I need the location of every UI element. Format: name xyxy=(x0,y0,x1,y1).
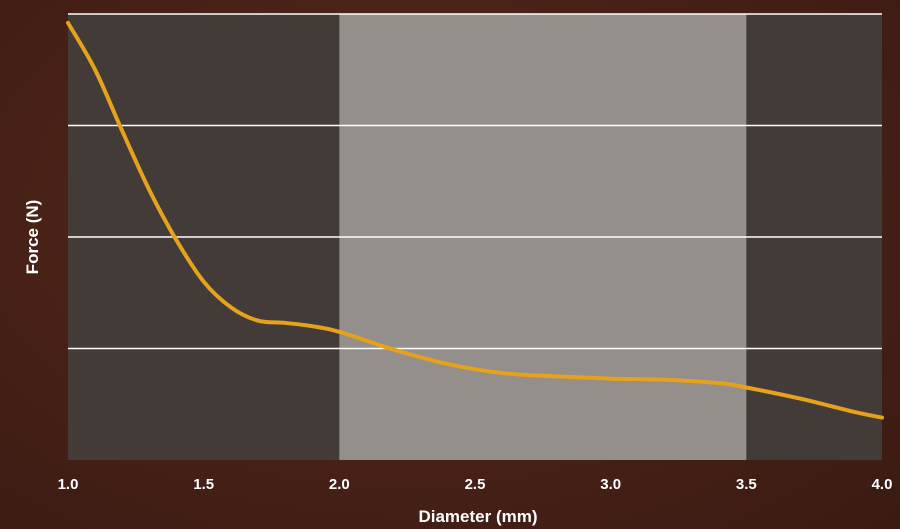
series-line xyxy=(66,20,884,420)
x-tick-label: 1.0 xyxy=(58,476,79,493)
x-axis-ticks: 1.0 1.5 2.0 2.5 3.0 3.5 4.0 xyxy=(58,476,893,493)
x-tick-label: 3.5 xyxy=(736,476,757,493)
x-tick-label: 1.5 xyxy=(193,476,214,493)
series-layer xyxy=(66,20,884,420)
grid-lines xyxy=(68,13,882,350)
x-axis-label: Diameter (mm) xyxy=(418,507,537,526)
x-tick-label: 2.0 xyxy=(329,476,350,493)
x-tick-label: 2.5 xyxy=(465,476,486,493)
x-tick-label: 3.0 xyxy=(600,476,621,493)
x-tick-label: 4.0 xyxy=(872,476,893,493)
y-axis-label: Force (N) xyxy=(23,200,42,275)
